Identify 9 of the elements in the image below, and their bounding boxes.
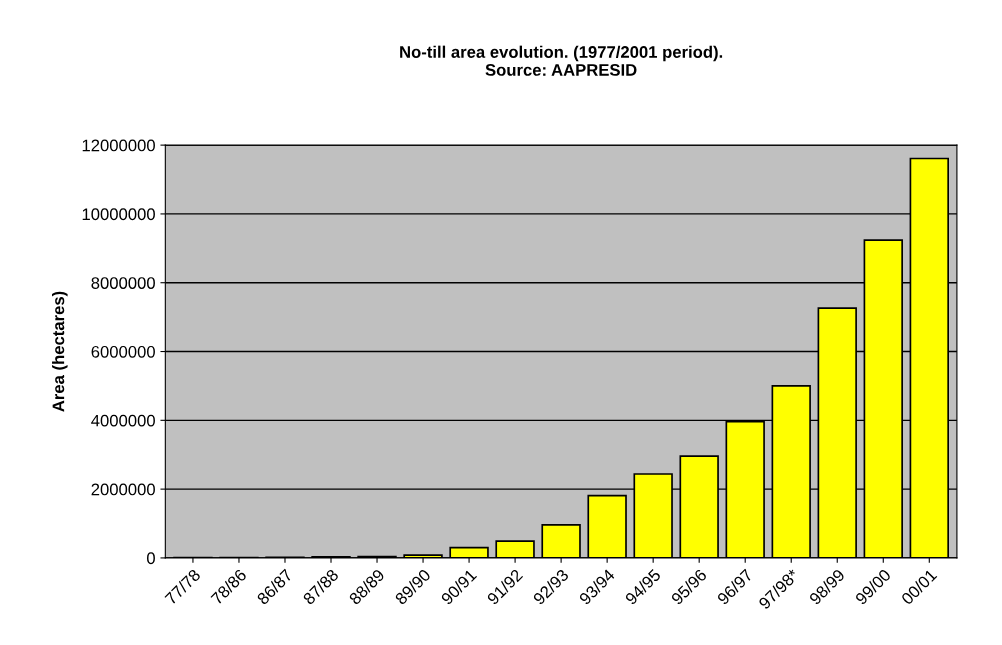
- chart-title: No-till area evolution. (1977/2001 period). Source: AAPRESID: [400, 45, 723, 76]
- y-axis-title: Area (hectares): [52, 291, 68, 412]
- y-tick-label: 0: [146, 552, 155, 565]
- y-tick-label: 2000000: [91, 483, 155, 496]
- y-tick-label: 10000000: [82, 208, 155, 221]
- y-tick-label: 12000000: [82, 139, 155, 152]
- y-tick-label: 6000000: [91, 345, 155, 358]
- y-tick-label: 4000000: [91, 414, 155, 427]
- y-tick-label: 8000000: [91, 277, 155, 289]
